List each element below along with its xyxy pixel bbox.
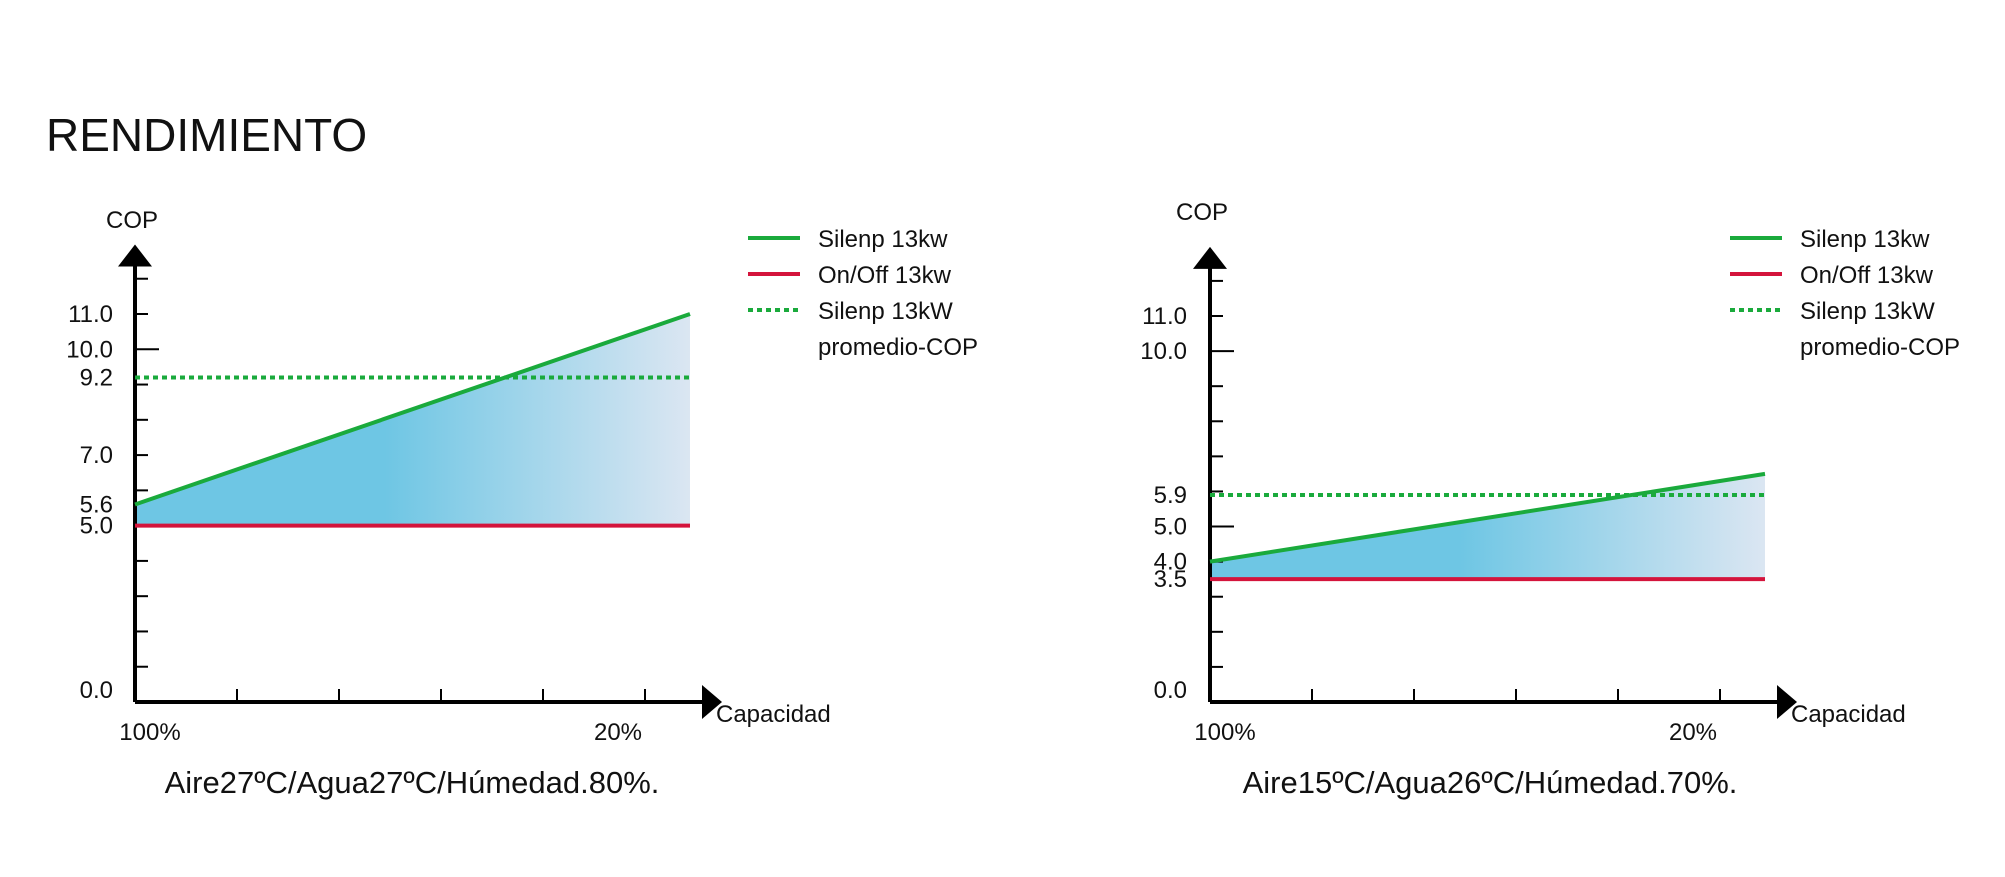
y-axis-arrow [1193,246,1227,269]
x-axis-label: Capacidad [716,701,831,728]
y-tick-label: 3.5 [1154,566,1187,593]
legend-label-onoff: On/Off 13kw [1800,262,1934,289]
y-tick-label: 4.0 [1154,549,1187,576]
legend-label-onoff: On/Off 13kw [818,262,952,289]
y-tick-label: 5.9 [1154,482,1187,509]
x-axis-label: Capacidad [1791,701,1906,728]
legend-label-average-2: promedio-COP [818,334,978,361]
chart-caption: Aire15ºC/Agua26ºC/Húmedad.70%. [1243,765,1738,800]
x-tick-label: 100% [119,719,180,746]
y-tick-label: 0.0 [80,677,113,704]
x-tick-label: 20% [594,719,642,746]
legend-label-silenp: Silenp 13kw [818,226,948,253]
x-tick-label: 20% [1669,719,1717,746]
y-tick-label: 5.0 [80,513,113,540]
y-tick-label: 10.0 [66,336,113,363]
chart-caption: Aire27ºC/Agua27ºC/Húmedad.80%. [165,765,660,800]
y-tick-label: 11.0 [68,301,113,328]
y-axis-arrow [118,244,152,267]
legend-label-average: Silenp 13kW [818,298,953,325]
page-title: RENDIMIENTO [46,109,368,161]
y-tick-label: 10.0 [1140,338,1187,365]
y-axis-label: COP [1176,199,1228,226]
improvement-area [1210,473,1765,580]
y-axis-label: COP [106,207,158,234]
y-tick-label: 0.0 [1154,677,1187,704]
y-tick-label: 7.0 [80,442,113,469]
y-tick-label: 9.2 [80,364,113,391]
x-axis-arrow [1777,685,1797,719]
x-axis-arrow [702,685,722,719]
x-tick-label: 100% [1194,719,1255,746]
series-line-silenp [134,312,691,507]
legend-label-average-2: promedio-COP [1800,334,1960,361]
chart-panel-1: 0.0 5.05.6 7.0 9.210.0 11.0 COP Capacidad 100% 2… [66,207,978,800]
improvement-area [135,314,690,526]
y-tick-label: 11.0 [1142,303,1187,330]
series-line-silenp [1209,471,1766,564]
legend-label-average: Silenp 13kW [1800,298,1935,325]
y-tick-label: 5.0 [1154,514,1187,541]
y-tick-label: 5.6 [80,491,113,518]
chart-panel-2: 0.0 3.54.0 5.0 5.9 10.0 11.0 COP Capacidad 100% 2… [1140,199,1960,800]
legend-label-silenp: Silenp 13kw [1800,226,1930,253]
